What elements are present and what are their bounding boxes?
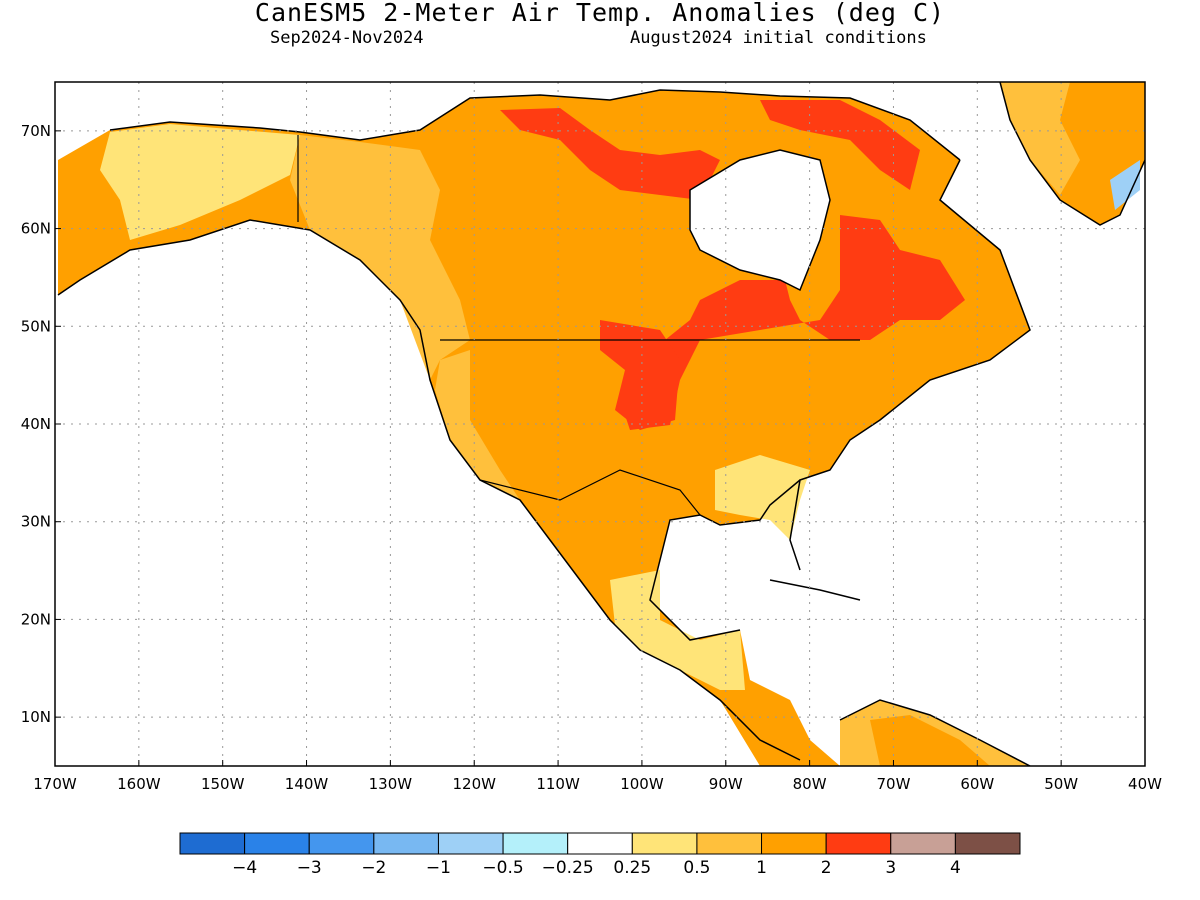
lat-tick-label: 40N — [21, 415, 51, 433]
lon-tick-label: 150W — [201, 775, 245, 793]
land-anomaly-yellow-mexico — [610, 570, 745, 690]
colorbar-label: 0.5 — [683, 858, 710, 878]
colorbar-label: −1 — [426, 858, 451, 878]
lon-tick-label: 130W — [369, 775, 413, 793]
land-anomaly-south-america-core — [870, 715, 990, 766]
longitude-axis: 170W 160W 150W 140W 130W 120W 110W 100W 90W 80W 70… — [33, 760, 1162, 793]
colorbar-swatch — [954, 832, 1021, 855]
colorbar — [179, 832, 1021, 855]
forecast-period: Sep2024-Nov2024 — [270, 28, 424, 48]
land-anomaly-yellow-southeast — [715, 455, 810, 540]
lon-tick-label: 170W — [33, 775, 77, 793]
coastlines — [57, 82, 1145, 766]
land-anomaly-greenland-blue — [1110, 160, 1140, 210]
colorbar-label: −0.5 — [482, 858, 523, 878]
colorbar-swatch — [631, 832, 698, 855]
land-anomaly-red-arctic — [500, 108, 720, 200]
hudson-bay — [690, 150, 830, 290]
land-anomaly-red-quebec — [620, 215, 965, 430]
colorbar-label: −0.25 — [542, 858, 594, 878]
lon-tick-label: 70W — [877, 775, 911, 793]
lat-tick-label: 60N — [21, 220, 51, 238]
initial-conditions: August2024 initial conditions — [630, 28, 927, 48]
colorbar-label: −3 — [297, 858, 322, 878]
latitude-axis: 70N 60N 50N 40N 30N 20N 10N — [21, 122, 61, 726]
colorbar-label: 2 — [821, 858, 832, 878]
colorbar-label: 4 — [950, 858, 961, 878]
colorbar-swatch — [696, 832, 763, 855]
map-grid — [55, 82, 1145, 766]
lon-tick-label: 50W — [1044, 775, 1078, 793]
lon-tick-label: 90W — [709, 775, 743, 793]
lon-tick-label: 110W — [536, 775, 580, 793]
lat-tick-label: 20N — [21, 610, 51, 628]
colorbar-swatch — [761, 832, 827, 855]
map-title: CanESM5 2-Meter Air Temp. Anomalies (deg… — [254, 0, 946, 27]
lon-tick-label: 140W — [285, 775, 329, 793]
lon-tick-label: 160W — [117, 775, 161, 793]
lat-tick-label: 50N — [21, 317, 51, 335]
colorbar-swatch — [308, 832, 375, 855]
lon-tick-label: 80W — [793, 775, 827, 793]
colorbar-labels: −4 −3 −2 −1 −0.5 −0.25 0.25 0.5 1 2 3 4 — [232, 858, 961, 878]
lon-tick-label: 60W — [960, 775, 994, 793]
colorbar-label: 3 — [885, 858, 896, 878]
colorbar-label: −4 — [232, 858, 257, 878]
land-anomaly-light-orange — [290, 135, 470, 380]
lon-tick-label: 40W — [1128, 775, 1162, 793]
colorbar-swatch — [244, 832, 310, 855]
lat-tick-label: 30N — [21, 513, 51, 531]
map-fill-layer — [58, 82, 1145, 766]
colorbar-swatch — [825, 832, 892, 855]
colorbar-swatch — [437, 832, 504, 855]
colorbar-label: 1 — [756, 858, 767, 878]
colorbar-swatch — [502, 832, 569, 855]
land-anomaly-red-plains — [600, 320, 680, 430]
colorbar-label: −2 — [361, 858, 386, 878]
land-anomaly-light-orange-west — [435, 350, 520, 500]
lon-tick-label: 120W — [452, 775, 496, 793]
lon-tick-label: 100W — [620, 775, 664, 793]
lat-tick-label: 10N — [21, 708, 51, 726]
colorbar-swatch — [890, 832, 956, 855]
colorbar-label: 0.25 — [613, 858, 651, 878]
lat-tick-label: 70N — [21, 122, 51, 140]
colorbar-swatch — [373, 832, 439, 855]
colorbar-swatch — [567, 832, 633, 855]
land-anomaly-greenland-light — [1000, 82, 1080, 195]
land-anomaly-yellow-alaska — [100, 124, 300, 240]
land-anomaly-red-baffin — [760, 100, 920, 190]
colorbar-swatch — [179, 832, 246, 855]
